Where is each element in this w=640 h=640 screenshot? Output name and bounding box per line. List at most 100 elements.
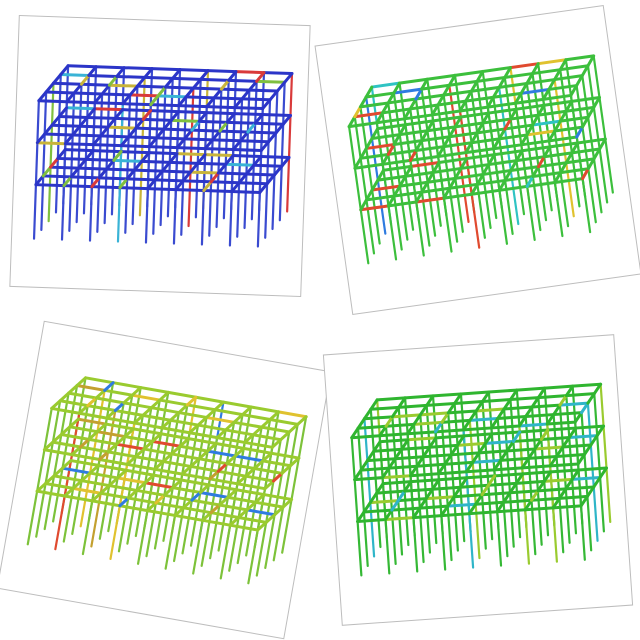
beam-member <box>509 107 518 121</box>
beam-member <box>564 392 596 398</box>
beam-member <box>188 170 220 175</box>
column-member <box>272 423 299 562</box>
column-member <box>96 92 104 233</box>
beam-member <box>406 430 438 436</box>
beam-member <box>79 82 111 87</box>
beam-member <box>283 72 294 84</box>
beam-member <box>121 102 153 107</box>
beam-member <box>151 439 182 448</box>
column-member <box>599 383 612 523</box>
beam-member <box>539 428 550 441</box>
beam-member <box>243 433 255 444</box>
beam-member <box>398 123 407 137</box>
beam-member <box>396 489 407 503</box>
beam-member <box>347 115 357 129</box>
beam-member <box>228 523 260 532</box>
beam-member <box>490 430 522 436</box>
beam-member <box>256 520 268 532</box>
beam-member <box>425 401 457 407</box>
beam-member <box>557 487 568 500</box>
beam-member <box>232 420 264 429</box>
beam-member <box>486 474 497 487</box>
beam-member <box>153 169 164 182</box>
beam-member <box>440 418 472 424</box>
beam-member <box>497 81 529 89</box>
beam-member <box>253 113 265 125</box>
beam-member <box>44 474 56 485</box>
beam-member <box>531 68 562 76</box>
beam-member <box>99 134 131 139</box>
beam-member <box>143 473 156 485</box>
beam-member <box>80 471 92 483</box>
beam-member <box>564 54 596 62</box>
beam-member <box>206 69 238 74</box>
beam-member <box>105 158 116 171</box>
beam-member <box>547 135 579 143</box>
beam-member <box>125 168 136 181</box>
beam-member <box>474 399 485 413</box>
beam-member <box>576 453 586 466</box>
beam-member <box>552 403 562 417</box>
beam-member <box>147 136 159 149</box>
beam-member <box>434 428 465 434</box>
beam-member <box>470 131 479 145</box>
beam-member <box>184 86 195 99</box>
beam-member <box>347 121 379 129</box>
beam-member <box>225 462 256 471</box>
beam-member <box>425 119 435 133</box>
beam-member <box>288 456 301 468</box>
beam-member <box>240 88 251 101</box>
beam-member <box>474 493 484 506</box>
beam-member <box>86 404 117 412</box>
beam-member <box>42 448 74 457</box>
beam-member <box>125 462 157 471</box>
beam-member <box>95 430 127 439</box>
beam-member <box>66 64 98 69</box>
beam-member <box>158 398 189 407</box>
beam-member <box>57 114 89 119</box>
beam-member <box>71 486 103 495</box>
beam-member <box>559 161 568 175</box>
beam-member <box>93 101 125 106</box>
beam-member <box>57 106 69 118</box>
beam-member <box>208 477 239 486</box>
beam-member <box>381 152 390 166</box>
beam-member <box>418 504 450 510</box>
beam-member <box>509 159 518 173</box>
beam-member <box>564 485 596 491</box>
beam-member <box>358 101 390 109</box>
beam-member <box>530 403 562 409</box>
beam-member <box>415 455 425 468</box>
beam-member <box>570 141 580 155</box>
beam-member <box>489 416 500 430</box>
beam-member <box>150 67 182 72</box>
beam-member <box>502 405 534 411</box>
beam-member <box>458 483 490 489</box>
beam-member <box>127 126 138 139</box>
beam-member <box>464 95 495 103</box>
beam-member <box>34 183 66 188</box>
beam-member <box>503 72 535 79</box>
beam-member <box>570 468 581 481</box>
beam-member <box>493 472 525 478</box>
beam-member <box>428 443 460 449</box>
column-member <box>124 93 132 234</box>
beam-member <box>453 392 463 405</box>
beam-member <box>461 418 472 432</box>
beam-member <box>502 498 534 504</box>
beam-member <box>168 411 181 422</box>
beam-member <box>464 468 496 474</box>
beam-member <box>524 413 556 419</box>
beam-member <box>173 506 185 517</box>
beam-member <box>75 383 107 392</box>
beam-member <box>415 462 447 468</box>
beam-member <box>199 69 210 81</box>
beam-member <box>196 153 207 165</box>
beam-member <box>196 161 228 166</box>
beam-member <box>261 98 272 111</box>
beam-member <box>126 496 158 505</box>
beam-member <box>546 426 578 432</box>
beam-member <box>190 119 201 132</box>
beam-member <box>365 449 376 463</box>
beam-member <box>216 171 248 176</box>
